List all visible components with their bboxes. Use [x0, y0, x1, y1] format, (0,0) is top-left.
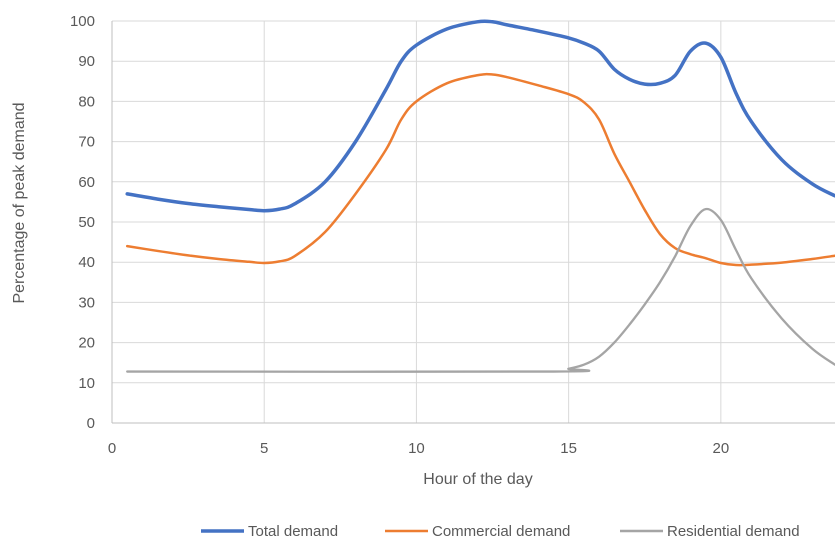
- y-tick-label: 50: [78, 214, 95, 231]
- y-tick-label: 80: [78, 93, 95, 110]
- y-axis-title: Percentage of peak demand: [11, 102, 28, 303]
- series-line-commercial-demand: [125, 72, 835, 267]
- legend-label-residential-demand: Residential demand: [667, 523, 800, 537]
- y-tick-label: 100: [70, 13, 95, 30]
- y-tick-label: 20: [78, 335, 95, 352]
- series-line-total-demand: [125, 19, 835, 213]
- legend: Total demand Commercial demand Residential…: [201, 523, 800, 537]
- tick-labels: 0 10 20 30 40 50 60 70 80 90 100 0 5 10 15 20: [70, 13, 729, 457]
- x-tick-label: 20: [712, 440, 729, 457]
- y-tick-label: 70: [78, 134, 95, 151]
- x-axis-title: Hour of the day: [423, 471, 532, 488]
- series-lines: [125, 19, 835, 373]
- y-tick-label: 10: [78, 375, 95, 392]
- x-tick-label: 10: [408, 440, 425, 457]
- y-tick-label: 60: [78, 174, 95, 191]
- legend-label-commercial-demand: Commercial demand: [432, 523, 570, 537]
- x-tick-label: 0: [108, 440, 116, 457]
- x-tick-label: 15: [560, 440, 577, 457]
- series-line-residential-demand: [126, 207, 835, 373]
- x-tick-label: 5: [260, 440, 268, 457]
- y-tick-label: 30: [78, 294, 95, 311]
- gridlines: [111, 20, 835, 424]
- y-tick-label: 90: [78, 53, 95, 70]
- y-tick-label: 0: [87, 415, 95, 432]
- y-tick-label: 40: [78, 254, 95, 271]
- legend-label-total-demand: Total demand: [248, 523, 338, 537]
